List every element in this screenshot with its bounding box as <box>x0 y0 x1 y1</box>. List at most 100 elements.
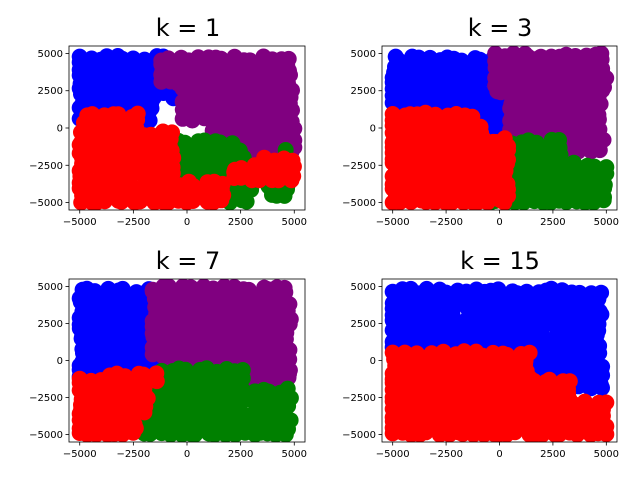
y-axis: −5000 −2500 0 2500 5000 <box>342 49 376 209</box>
scatter-point <box>561 373 578 390</box>
plot-area <box>71 279 299 442</box>
x-tick-label: −2500 <box>429 449 463 460</box>
y-tick-label: −2500 <box>29 393 63 404</box>
x-tick-label: −5000 <box>376 217 410 228</box>
scatter-point <box>176 134 193 151</box>
scatter-point <box>472 118 489 135</box>
scatter-point <box>148 365 165 382</box>
x-tick-label: −5000 <box>63 449 97 460</box>
y-axis: −5000 −2500 0 2500 5000 <box>342 282 376 441</box>
y-tick-label: −2500 <box>342 393 376 404</box>
y-axis: −5000 −2500 0 2500 5000 <box>29 282 63 441</box>
x-tick-label: 5000 <box>282 449 307 460</box>
subplot-title: k = 1 <box>156 14 221 42</box>
subplot-k3: k = 3 −5000 −2500 0 2500 5000 −5000 −250… <box>342 14 619 228</box>
y-tick-label: 5000 <box>38 49 63 60</box>
scatter-point <box>590 89 607 106</box>
y-axis: −5000 −2500 0 2500 5000 <box>29 49 63 209</box>
scatter-series <box>470 131 615 210</box>
scatter-point <box>598 394 615 411</box>
y-tick-label: 2500 <box>38 319 63 330</box>
y-tick-label: 5000 <box>351 282 376 293</box>
x-axis: −5000 −2500 0 2500 5000 <box>376 449 619 460</box>
x-tick-label: −5000 <box>376 449 410 460</box>
scatter-point <box>283 113 300 130</box>
scatter-point <box>593 46 610 62</box>
y-tick-label: 0 <box>57 124 63 135</box>
scatter-series <box>153 48 303 169</box>
scatter-point <box>234 362 251 378</box>
scatter-point <box>594 367 611 384</box>
scatter-point <box>240 113 257 130</box>
x-tick-label: −2500 <box>116 217 150 228</box>
scatter-point <box>212 134 229 151</box>
x-tick-label: 5000 <box>282 217 307 228</box>
subplot-title: k = 15 <box>460 247 540 275</box>
x-tick-label: 0 <box>496 449 502 460</box>
scatter-point <box>280 50 297 67</box>
scatter-series <box>384 280 611 397</box>
scatter-point <box>410 49 427 66</box>
y-tick-label: −2500 <box>29 161 63 172</box>
scatter-point <box>586 158 603 175</box>
scatter-series <box>487 46 615 160</box>
scatter-point <box>284 82 300 99</box>
y-tick-label: −2500 <box>342 161 376 172</box>
scatter-point <box>519 48 536 65</box>
x-tick-label: 2500 <box>228 449 253 460</box>
y-tick-label: 2500 <box>38 86 63 97</box>
y-tick-label: −5000 <box>342 430 376 441</box>
scatter-point <box>267 366 284 382</box>
y-tick-label: 5000 <box>38 282 63 293</box>
scatter-series <box>71 365 165 442</box>
x-tick-label: 2500 <box>540 217 565 228</box>
x-tick-label: 5000 <box>594 449 619 460</box>
x-tick-label: −2500 <box>116 449 150 460</box>
y-tick-label: 2500 <box>351 319 376 330</box>
scatter-point <box>177 361 194 378</box>
y-tick-label: −5000 <box>29 430 63 441</box>
scatter-point <box>565 154 582 171</box>
scatter-point <box>185 177 202 194</box>
scatter-point <box>496 130 513 147</box>
x-axis: −5000 −2500 0 2500 5000 <box>63 449 307 460</box>
scatter-point <box>129 105 146 122</box>
scatter-point <box>552 337 569 354</box>
scatter-series <box>71 105 302 210</box>
subplot-title: k = 3 <box>468 14 533 42</box>
scatter-point <box>160 279 177 295</box>
scatter-point <box>571 284 588 301</box>
x-tick-label: 0 <box>496 217 502 228</box>
subplot-k7: k = 7 −5000 −2500 0 2500 5000 −5000 −250… <box>29 247 307 460</box>
scatter-point <box>435 343 452 360</box>
scatter-point <box>284 152 301 169</box>
x-tick-label: 2500 <box>540 449 565 460</box>
x-tick-label: 0 <box>184 449 190 460</box>
plot-area <box>71 48 303 210</box>
subplot-k1: k = 1 −5000 −2500 0 2500 5000 −5000 −250… <box>29 14 307 228</box>
y-tick-label: −5000 <box>342 198 376 209</box>
scatter-point <box>521 344 538 361</box>
scatter-point <box>281 351 298 368</box>
subplot-k15: k = 15 −5000 −2500 0 2500 5000 −5000 −25… <box>342 247 619 460</box>
scatter-point <box>451 115 468 132</box>
scatter-point <box>598 159 615 176</box>
x-axis: −5000 −2500 0 2500 5000 <box>63 217 307 228</box>
scatter-point <box>231 142 248 159</box>
x-tick-label: −2500 <box>429 217 463 228</box>
y-tick-label: 5000 <box>351 49 376 60</box>
y-tick-label: −5000 <box>29 198 63 209</box>
scatter-series <box>384 104 516 210</box>
plot-area <box>384 46 615 210</box>
x-axis: −5000 −2500 0 2500 5000 <box>376 217 619 228</box>
scatter-point <box>279 380 296 397</box>
scatter-series <box>384 343 615 442</box>
y-tick-label: 0 <box>370 356 376 367</box>
scatter-point <box>164 124 180 141</box>
x-tick-label: 2500 <box>228 217 253 228</box>
scatter-point <box>281 365 297 382</box>
subplot-title: k = 7 <box>156 247 221 275</box>
plot-area <box>384 280 615 442</box>
x-tick-label: 0 <box>184 217 190 228</box>
scatter-point <box>276 279 293 296</box>
